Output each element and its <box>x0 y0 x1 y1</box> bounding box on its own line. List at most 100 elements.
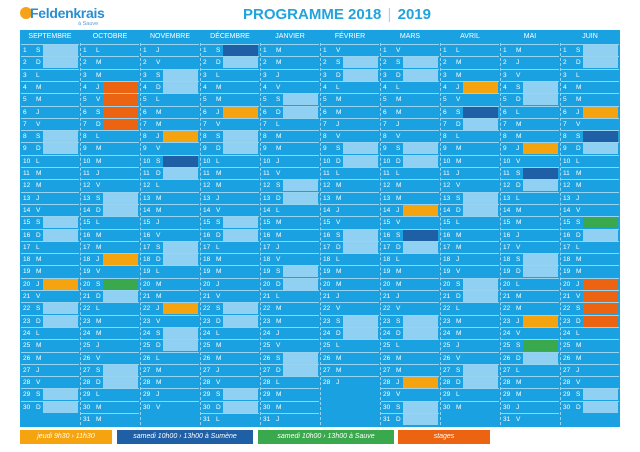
event-block <box>463 377 498 389</box>
day-number: 7 <box>83 120 87 128</box>
day-cell: 20 M <box>381 277 439 290</box>
event-block <box>403 401 438 413</box>
month-divider <box>320 43 321 425</box>
day-letter: M <box>96 231 102 239</box>
day-cell: 31 D <box>381 413 439 425</box>
day-letter: J <box>96 170 100 177</box>
day-letter: J <box>276 243 280 251</box>
day-number: 29 <box>23 391 31 399</box>
day-letter: D <box>396 416 401 423</box>
day-cell: 23 M <box>81 314 139 327</box>
day-letter: V <box>456 96 461 104</box>
day-cell: 23 M <box>261 314 319 327</box>
day-number: 27 <box>143 366 151 374</box>
day-letter: D <box>156 83 161 91</box>
day-cell: 12 L <box>141 179 199 191</box>
day-number: 1 <box>503 47 507 54</box>
day-cell: 11 V <box>261 167 319 179</box>
day-number: 18 <box>443 256 451 264</box>
event-block <box>43 57 78 69</box>
day-number: 17 <box>383 243 391 251</box>
day-number: 16 <box>143 231 151 239</box>
day-number: 21 <box>263 293 271 300</box>
day-letter: M <box>96 157 102 165</box>
day-number: 23 <box>263 317 271 325</box>
day-letter: M <box>276 145 282 153</box>
event-block <box>583 57 618 69</box>
day-cell: 26 V <box>441 351 499 364</box>
day-letter: L <box>516 194 520 202</box>
event-block <box>163 69 198 81</box>
day-number: 20 <box>323 280 331 288</box>
day-letter: M <box>576 256 582 264</box>
day-letter: L <box>576 243 580 251</box>
event-block <box>463 204 498 216</box>
day-number: 4 <box>203 83 207 91</box>
day-number: 10 <box>143 157 151 165</box>
day-cell: 21 J <box>381 290 439 302</box>
event-block <box>283 106 318 118</box>
day-cell: 16 D <box>21 228 79 241</box>
day-number: 30 <box>143 403 151 411</box>
day-cell: 25 L <box>321 339 379 351</box>
day-letter: M <box>216 268 222 276</box>
day-letter: J <box>516 231 520 239</box>
day-cell: 27 J <box>21 363 79 376</box>
event-block <box>103 278 138 290</box>
day-cell: 17 D <box>321 240 379 253</box>
day-letter: D <box>576 403 581 411</box>
day-number: 2 <box>443 59 447 67</box>
day-cell: 26 M <box>561 351 619 364</box>
event-block <box>583 303 618 315</box>
day-letter: V <box>336 219 341 227</box>
day-number: 19 <box>23 268 31 276</box>
day-number: 22 <box>443 305 451 313</box>
day-number: 12 <box>263 182 271 190</box>
day-number: 23 <box>323 317 331 325</box>
day-letter: M <box>396 280 402 288</box>
day-cell: 31 L <box>201 413 259 425</box>
day-cell: 25 J <box>441 339 499 351</box>
day-number: 12 <box>323 182 331 190</box>
day-number: 25 <box>23 342 31 350</box>
day-letter: S <box>396 231 401 239</box>
day-number: 17 <box>23 243 31 251</box>
day-cell: 19 M <box>381 265 439 277</box>
day-number: 17 <box>83 243 91 251</box>
day-number: 17 <box>263 243 271 251</box>
day-letter: M <box>216 256 222 264</box>
day-letter: S <box>276 182 281 190</box>
day-number: 10 <box>203 157 211 165</box>
day-cell: 28 V <box>561 376 619 388</box>
event-block <box>43 143 78 155</box>
event-block <box>223 303 258 315</box>
day-cell: 11 S <box>501 167 559 179</box>
day-cell: 13 S <box>441 191 499 204</box>
day-number: 8 <box>143 133 147 141</box>
day-number: 13 <box>383 194 391 202</box>
event-block <box>463 278 498 290</box>
day-number: 21 <box>323 293 331 300</box>
day-cell: 14 M <box>501 203 559 216</box>
day-number: 7 <box>383 120 387 128</box>
day-letter: L <box>456 391 460 399</box>
day-cell: 22 S <box>561 302 619 315</box>
day-letter: M <box>36 96 42 104</box>
day-cell: 29 S <box>561 388 619 401</box>
day-cell: 19 S <box>261 265 319 278</box>
day-number: 26 <box>563 354 571 362</box>
day-number: 31 <box>263 416 271 423</box>
day-letter: V <box>336 133 341 141</box>
day-letter: M <box>216 170 222 177</box>
day-letter: M <box>576 83 582 91</box>
day-letter: L <box>36 71 40 79</box>
day-cell: 22 V <box>381 302 439 314</box>
day-number: 18 <box>23 256 31 264</box>
event-block <box>283 266 318 278</box>
